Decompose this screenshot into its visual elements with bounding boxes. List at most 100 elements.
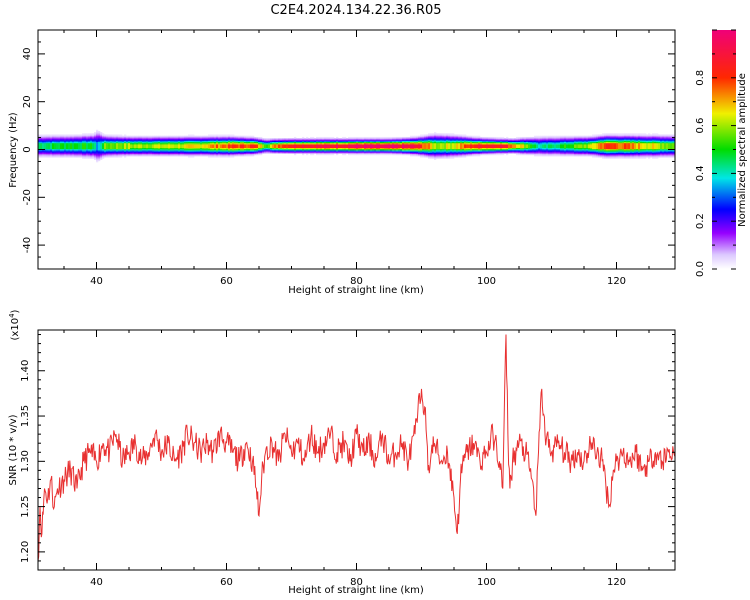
heatmap-cell [468,135,471,138]
heatmap-cell [248,140,251,143]
heatmap-cell [192,136,195,139]
heatmap-cell [338,138,341,140]
heatmap-cell [48,138,51,140]
heatmap-cell [146,135,149,138]
heatmap-cell [84,146,87,149]
heatmap-cell [174,139,177,141]
heatmap-cell [290,138,293,140]
heatmap-cell [418,148,421,151]
heatmap-cell [152,152,155,154]
heatmap-cell [460,141,463,144]
heatmap-cell [206,153,209,156]
heatmap-cell [256,151,259,153]
heatmap-cell [558,147,561,150]
heatmap-cell [202,140,205,143]
heatmap-cell [464,136,467,139]
heatmap-cell [404,144,407,146]
heatmap-cell [432,153,435,156]
heatmap-cell [144,146,147,149]
heatmap-cell [484,153,487,156]
heatmap-cell [238,141,241,144]
heatmap-cell [622,139,625,141]
heatmap-cell [244,147,247,150]
heatmap-cell [306,147,309,150]
heatmap-cell [424,156,427,158]
heatmap-cell [552,135,555,138]
heatmap-cell [226,144,229,146]
heatmap-cell [150,136,153,139]
heatmap-cell [368,138,371,140]
heatmap-cell [576,151,579,153]
heatmap-cell [498,147,501,150]
heatmap-cell [56,138,59,140]
heatmap-cell [82,147,85,150]
heatmap-cell [204,138,207,140]
heatmap-cell [142,145,145,147]
heatmap-cell [270,147,273,150]
heatmap-cell [154,139,157,141]
heatmap-cell [340,145,343,147]
heatmap-cell [334,141,337,144]
heatmap-cell [424,134,427,137]
heatmap-cell [616,157,619,159]
heatmap-cell [166,148,169,151]
heatmap-cell [106,144,109,146]
heatmap-cell [446,134,449,137]
heatmap-cell [228,136,231,139]
heatmap-cell [176,138,179,140]
heatmap-cell [58,146,61,149]
heatmap-cell [60,148,63,151]
heatmap-cell [376,136,379,139]
heatmap-cell [436,147,439,150]
heatmap-cell [98,132,101,134]
heatmap-cell [114,135,117,138]
heatmap-cell [82,134,85,137]
heatmap-cell [264,138,267,140]
heatmap-cell [582,146,585,149]
heatmap-cell [180,146,183,149]
heatmap-cell [104,144,107,146]
heatmap-cell [414,138,417,140]
heatmap-cell [38,138,41,140]
heatmap-cell [564,154,567,157]
heatmap-cell [182,139,185,141]
heatmap-cell [310,141,313,144]
heatmap-cell [80,136,83,139]
heatmap-cell [534,138,537,140]
heatmap-cell [382,136,385,139]
heatmap-cell [462,141,465,144]
heatmap-cell [160,139,163,141]
heatmap-cell [402,153,405,156]
heatmap-cell [86,144,89,146]
heatmap-cell [548,147,551,150]
heatmap-cell [206,145,209,147]
heatmap-cell [186,141,189,144]
heatmap-cell [100,141,103,144]
heatmap-cell [540,147,543,150]
heatmap-cell [172,152,175,154]
heatmap-cell [114,156,117,158]
heatmap-cell [138,141,141,144]
heatmap-cell [564,146,567,149]
heatmap-cell [332,142,335,145]
heatmap-cell [446,152,449,154]
heatmap-cell [238,135,241,138]
heatmap-cell [560,140,563,143]
heatmap-cell [482,148,485,151]
heatmap-cell [42,141,45,144]
heatmap-cell [40,154,43,157]
heatmap-cell [252,152,255,154]
heatmap-cell [346,150,349,152]
heatmap-cell [332,145,335,147]
heatmap-cell [344,140,347,143]
heatmap-cell [552,139,555,141]
heatmap-cell [124,138,127,140]
heatmap-cell [56,135,59,138]
heatmap-cell [72,145,75,147]
heatmap-cell [280,152,283,154]
heatmap-cell [160,140,163,143]
heatmap-cell [222,138,225,140]
heatmap-cell [100,138,103,140]
heatmap-cell [52,141,55,144]
heatmap-cell [444,141,447,144]
